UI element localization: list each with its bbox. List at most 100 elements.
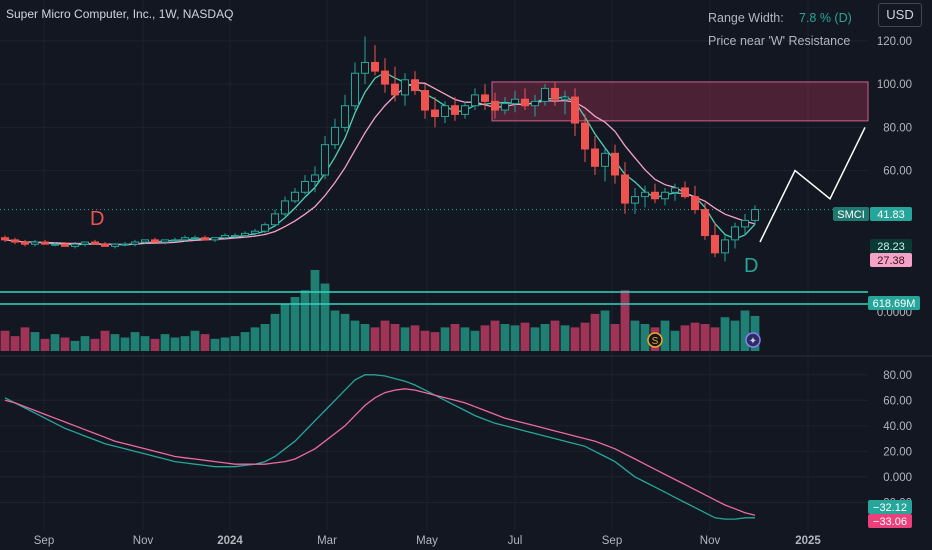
ma-slow-tag: 27.38 bbox=[877, 255, 905, 267]
volume-bar bbox=[250, 327, 260, 351]
volume-bar bbox=[380, 320, 390, 351]
candle-body bbox=[1, 237, 9, 241]
volume-bar bbox=[320, 283, 330, 351]
volume-bar bbox=[370, 327, 380, 351]
candle-body bbox=[61, 243, 69, 247]
volume-bar bbox=[710, 327, 720, 351]
range-width-label: Range Width: bbox=[708, 11, 784, 25]
volume-bar bbox=[30, 332, 40, 351]
candle-body bbox=[401, 79, 409, 96]
candle-body bbox=[251, 230, 259, 234]
volume-bar bbox=[350, 320, 360, 351]
volume-bar bbox=[480, 325, 490, 351]
volume-bar bbox=[620, 290, 630, 351]
volume-bar bbox=[490, 320, 500, 351]
volume-bar bbox=[740, 310, 750, 351]
candle-body bbox=[571, 96, 579, 124]
candle-body bbox=[11, 239, 19, 243]
volume-bar bbox=[340, 313, 350, 351]
event-star-label: ✦ bbox=[749, 336, 757, 347]
candle-body bbox=[541, 87, 549, 102]
volume-bar bbox=[110, 334, 120, 351]
volume-bar bbox=[140, 336, 150, 351]
price-tick-label: 60.00 bbox=[883, 166, 912, 178]
volume-bar bbox=[10, 336, 20, 351]
volume-bar bbox=[450, 324, 460, 351]
pattern-marker-d: D bbox=[90, 208, 104, 230]
candle-body bbox=[361, 61, 369, 74]
macd-tick-label: 60.00 bbox=[883, 395, 912, 407]
candle-body bbox=[141, 239, 149, 243]
candle-body bbox=[601, 152, 609, 167]
volume-bar bbox=[200, 334, 210, 351]
price-tick-label: 100.00 bbox=[877, 79, 912, 91]
time-tick-label: 2024 bbox=[217, 535, 243, 547]
volume-bar bbox=[610, 324, 620, 351]
candle-body bbox=[751, 209, 759, 221]
candle-body bbox=[241, 232, 249, 237]
volume-bar bbox=[660, 320, 670, 351]
candle-body bbox=[221, 235, 229, 239]
volume-bar bbox=[640, 324, 650, 351]
candle-body bbox=[451, 105, 459, 115]
candle-body bbox=[201, 237, 209, 241]
candle-body bbox=[81, 241, 89, 245]
volume-bar bbox=[70, 340, 80, 351]
time-tick-label: Mar bbox=[317, 535, 337, 547]
volume-bar bbox=[390, 324, 400, 351]
candle-body bbox=[231, 235, 239, 238]
currency-button[interactable]: USD bbox=[878, 3, 922, 27]
projection-path bbox=[759, 127, 866, 243]
volume-bar bbox=[510, 325, 520, 351]
volume-bar bbox=[520, 322, 530, 351]
volume-bar bbox=[0, 330, 10, 351]
candle-body bbox=[431, 109, 439, 118]
ticker-tag-bg bbox=[833, 207, 869, 221]
ma-slow-tag-bg bbox=[870, 253, 912, 267]
ma-slow-line bbox=[4, 82, 756, 246]
candle-body bbox=[21, 241, 29, 245]
volume-bar bbox=[20, 327, 30, 351]
pattern-marker-d: D bbox=[744, 255, 758, 277]
signal-tag: −33.06 bbox=[873, 516, 907, 528]
volume-bar bbox=[60, 337, 70, 351]
volume-bar bbox=[90, 338, 100, 351]
ma-fast-tag-bg bbox=[870, 239, 912, 253]
volume-bar bbox=[190, 330, 200, 351]
volume-bar bbox=[150, 338, 160, 351]
last-price-tag-bg bbox=[870, 207, 912, 221]
volume-bar bbox=[590, 313, 600, 351]
volume-bar bbox=[160, 334, 170, 351]
time-tick-label: May bbox=[416, 535, 438, 547]
candle-body bbox=[411, 79, 419, 92]
candle-body bbox=[111, 243, 119, 247]
candle-body bbox=[291, 191, 299, 202]
candle-body bbox=[691, 196, 699, 211]
price-tick-label: 120.00 bbox=[877, 36, 912, 48]
volume-bar bbox=[630, 320, 640, 351]
candle-body bbox=[741, 219, 749, 228]
candle-body bbox=[491, 100, 499, 111]
candle-body bbox=[341, 105, 349, 128]
candle-body bbox=[591, 148, 599, 167]
candle-body bbox=[331, 126, 339, 146]
candle-body bbox=[441, 105, 449, 118]
volume-tag: 618.69M bbox=[873, 298, 916, 310]
candle-body bbox=[191, 237, 199, 240]
candle-body bbox=[91, 241, 99, 245]
candle-body bbox=[271, 213, 279, 226]
volume-bar bbox=[180, 336, 190, 351]
macd-tick-label: 0.000 bbox=[883, 472, 912, 484]
time-tick-label: Nov bbox=[133, 535, 154, 547]
candle-body bbox=[511, 98, 519, 105]
range-width-value: 7.8 % (D) bbox=[799, 11, 852, 25]
chart-title: Super Micro Computer, Inc., 1W, NASDAQ bbox=[6, 7, 234, 21]
candle-body bbox=[41, 241, 49, 245]
macd-tick-label: 80.00 bbox=[883, 370, 912, 382]
candle-body bbox=[261, 224, 269, 232]
volume-bar bbox=[260, 324, 270, 351]
volume-tag-bg bbox=[868, 296, 920, 310]
candle-body bbox=[561, 96, 569, 100]
candle-body bbox=[151, 239, 159, 243]
